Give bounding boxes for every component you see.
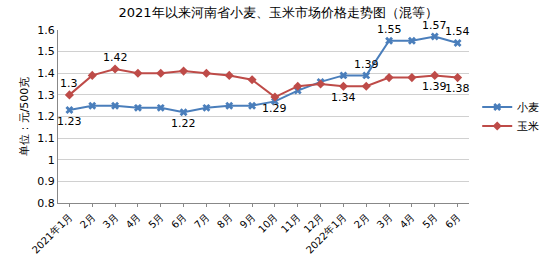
svg-text:0.9: 0.9: [37, 175, 55, 188]
svg-text:1.4: 1.4: [37, 67, 55, 80]
svg-text:12月: 12月: [302, 211, 326, 235]
svg-text:4月: 4月: [124, 211, 143, 230]
svg-text:11月: 11月: [279, 211, 303, 235]
svg-text:1.23: 1.23: [57, 115, 82, 128]
svg-text:1.29: 1.29: [262, 102, 287, 115]
svg-text:玉米: 玉米: [517, 120, 539, 133]
svg-text:5月: 5月: [146, 211, 165, 230]
svg-text:2月: 2月: [78, 211, 97, 230]
svg-text:2021年以来河南省小麦、玉米市场价格走势图（混等）: 2021年以来河南省小麦、玉米市场价格走势图（混等）: [118, 5, 437, 20]
svg-text:1.57: 1.57: [422, 19, 447, 32]
svg-text:2022年1月: 2022年1月: [304, 211, 348, 255]
svg-text:8月: 8月: [215, 211, 234, 230]
svg-text:4月: 4月: [398, 211, 417, 230]
svg-text:2月: 2月: [352, 211, 371, 230]
svg-text:3月: 3月: [101, 211, 120, 230]
svg-text:1.5: 1.5: [37, 45, 55, 58]
svg-text:1: 1: [48, 154, 55, 167]
svg-text:1.55: 1.55: [377, 23, 402, 36]
svg-text:0.8: 0.8: [37, 197, 55, 210]
svg-text:1.3: 1.3: [60, 77, 78, 90]
svg-text:1.42: 1.42: [103, 51, 128, 64]
svg-text:6月: 6月: [169, 211, 188, 230]
svg-text:单位：元/500克: 单位：元/500克: [18, 77, 31, 157]
svg-text:1.2: 1.2: [37, 110, 55, 123]
svg-text:5月: 5月: [420, 211, 439, 230]
svg-text:9月: 9月: [238, 211, 257, 230]
svg-text:6月: 6月: [443, 211, 462, 230]
svg-text:1.38: 1.38: [445, 82, 470, 95]
svg-text:10月: 10月: [256, 211, 280, 235]
svg-text:1.39: 1.39: [422, 80, 447, 93]
svg-text:1.34: 1.34: [331, 91, 356, 104]
svg-text:1.22: 1.22: [171, 117, 196, 130]
svg-text:1.3: 1.3: [37, 89, 55, 102]
svg-text:1.6: 1.6: [37, 24, 55, 37]
svg-text:7月: 7月: [192, 211, 211, 230]
svg-text:1.39: 1.39: [354, 58, 379, 71]
svg-text:2021年1月: 2021年1月: [30, 211, 74, 255]
svg-text:3月: 3月: [375, 211, 394, 230]
svg-text:1.54: 1.54: [445, 25, 470, 38]
svg-text:小麦: 小麦: [517, 101, 539, 114]
svg-text:1.1: 1.1: [37, 132, 55, 145]
